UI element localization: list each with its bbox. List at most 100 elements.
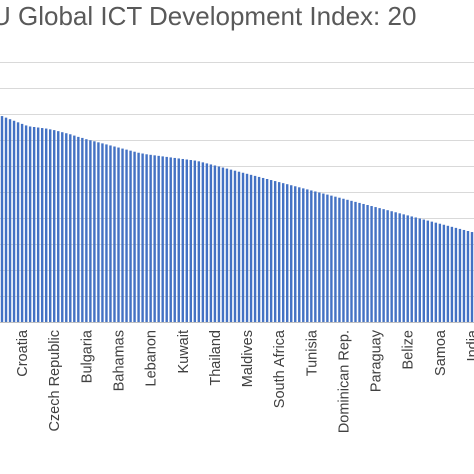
bar — [4, 117, 8, 322]
x-tick-label: Croatia — [15, 329, 31, 377]
bar — [229, 169, 233, 322]
bar — [49, 129, 52, 322]
x-tick-label: Bulgaria — [79, 329, 95, 383]
bar — [290, 185, 293, 322]
bar — [354, 201, 357, 322]
x-tick-label: Czech Republic — [47, 330, 63, 432]
bar — [85, 139, 88, 322]
bar — [269, 180, 273, 322]
bar — [36, 127, 40, 323]
bar — [390, 211, 393, 322]
bar — [446, 225, 450, 322]
bar — [141, 153, 144, 322]
bar — [422, 219, 425, 322]
bar — [466, 231, 470, 322]
bar — [273, 181, 277, 322]
bar — [173, 157, 176, 322]
bar — [113, 146, 116, 322]
bar — [257, 176, 261, 322]
bar — [281, 183, 285, 322]
bar — [89, 140, 92, 322]
bar — [334, 196, 337, 322]
bar — [310, 190, 313, 322]
bar-series — [0, 116, 474, 323]
bar — [241, 172, 245, 322]
bar — [8, 119, 12, 322]
bar — [394, 212, 397, 322]
bar — [342, 198, 345, 322]
x-tick-label: Bahamas — [112, 330, 128, 391]
bar — [16, 122, 20, 322]
bar — [418, 218, 421, 322]
x-tick-label: Belize — [401, 330, 417, 370]
bar — [426, 220, 430, 322]
bar — [386, 210, 389, 322]
x-tick-label: South Africa — [272, 329, 288, 408]
bar — [101, 143, 104, 322]
bar — [406, 215, 409, 322]
bar — [157, 155, 160, 322]
bar — [249, 174, 253, 322]
bar — [470, 232, 474, 322]
x-tick-label: Tunisia — [304, 329, 320, 376]
bar — [265, 179, 269, 322]
bar — [382, 209, 385, 322]
bar — [185, 159, 188, 322]
bar — [294, 186, 297, 322]
bar — [286, 184, 289, 322]
bar — [77, 136, 80, 322]
bar — [12, 120, 16, 322]
bar — [434, 222, 438, 322]
bar — [314, 191, 317, 322]
bar — [177, 158, 180, 322]
x-tick-label: Samoa — [433, 329, 449, 376]
bar — [430, 221, 434, 322]
x-axis-tick-labels: Croatia Czech Republic Bulgaria Bahamas Leba… — [15, 329, 474, 433]
bar — [302, 188, 305, 322]
x-tick-label: Dominican Rep. — [336, 330, 352, 433]
bar — [346, 199, 349, 322]
bar — [318, 192, 321, 322]
bar — [221, 167, 225, 322]
bar — [28, 126, 32, 322]
chart-title: U Global ICT Development Index: 20 — [0, 1, 416, 31]
x-tick-label: Thailand — [208, 330, 224, 386]
bar — [69, 134, 72, 322]
bar — [326, 194, 329, 322]
bar — [125, 149, 128, 322]
bar — [97, 142, 100, 322]
bar — [330, 195, 333, 322]
bar — [253, 175, 257, 322]
bar — [44, 128, 48, 322]
bar — [350, 200, 353, 322]
bar — [442, 224, 446, 322]
bar — [53, 130, 56, 322]
bar — [169, 157, 172, 322]
bar — [462, 229, 466, 322]
bar — [414, 217, 417, 322]
bar — [137, 152, 140, 322]
bar — [245, 173, 249, 322]
bar — [129, 150, 132, 322]
bar — [213, 165, 217, 322]
bar — [398, 213, 401, 322]
bar — [61, 132, 64, 322]
bar — [237, 171, 241, 322]
bar — [209, 164, 213, 322]
bar — [165, 156, 168, 322]
x-tick-label: Maldives — [240, 330, 256, 387]
bar — [374, 207, 377, 322]
bar — [145, 154, 148, 322]
bar — [205, 163, 209, 322]
bar — [32, 127, 36, 322]
x-tick-label: Kuwait — [176, 330, 192, 374]
bar — [0, 116, 4, 322]
bar — [217, 166, 221, 322]
bar — [181, 158, 184, 322]
bar — [225, 168, 229, 322]
x-tick-label: Paraguay — [369, 329, 385, 392]
bar — [40, 128, 44, 322]
bar — [277, 182, 281, 322]
bar — [378, 208, 381, 322]
